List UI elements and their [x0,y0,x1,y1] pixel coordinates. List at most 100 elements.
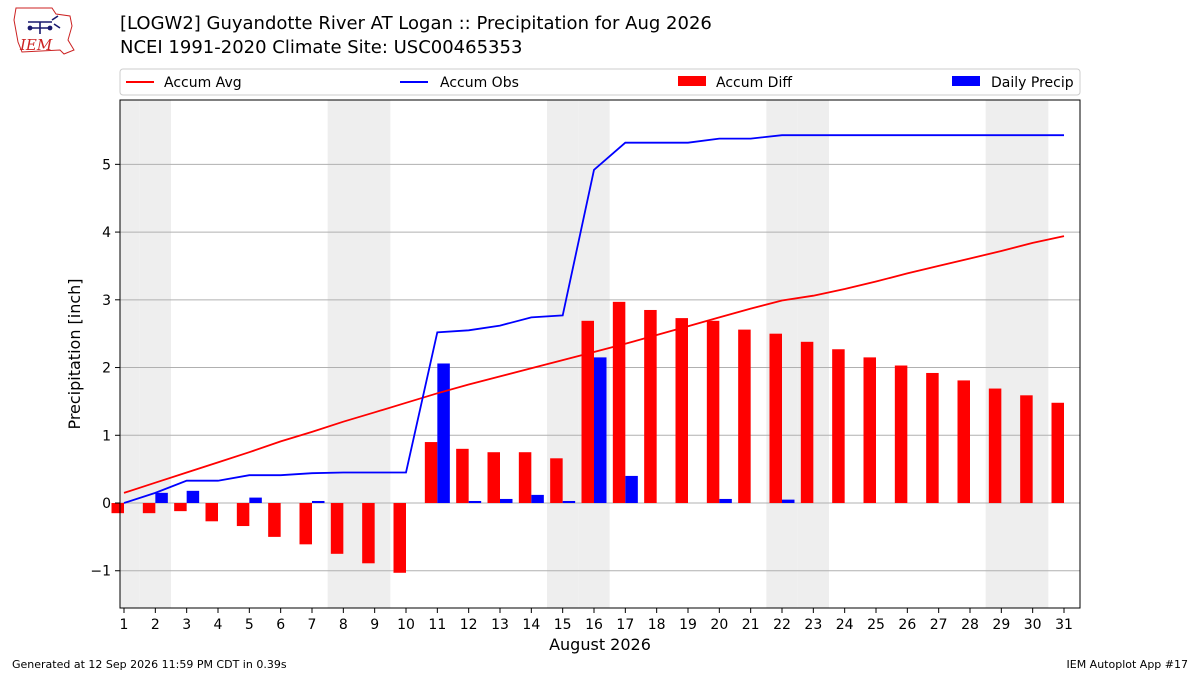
series-lines [123,134,1065,504]
logo-text: IEM [19,36,53,54]
x-tick-label: 20 [710,617,728,633]
x-tick-label: 11 [428,617,446,633]
accum-diff-bar [988,388,1002,504]
daily-precip-bar [186,490,200,504]
accum-diff-bar [1051,402,1064,504]
x-tick-label: 1 [120,617,129,633]
weekend-shade-day-15 [547,100,579,608]
accum-diff-bar [863,357,876,504]
y-tick-label: 4 [102,225,111,241]
accum-diff-bar [174,503,187,512]
daily-precip-bar [719,498,732,504]
x-tick-label: 21 [742,617,760,633]
accum-diff-bar [1020,395,1033,504]
accum-diff-bar [738,329,751,504]
accum-diff-bar [581,320,594,504]
accum-diff-bar [111,503,124,514]
x-tick-label: 19 [679,617,697,633]
x-tick-label: 22 [773,617,791,633]
legend-box [119,68,1081,96]
legend-swatch-daily-precip [952,76,980,86]
x-tick-label: 24 [836,617,854,633]
accum-avg-line [123,235,1065,494]
x-tick-label: 31 [1055,617,1073,633]
x-tick-label: 30 [1024,617,1042,633]
accum-diff-bar [393,503,406,573]
y-tick-label: 1 [102,428,111,444]
x-tick-label: 9 [370,617,379,633]
daily-precip-bar [562,500,576,504]
daily-precip-bar [500,498,513,504]
accum-diff-bar [424,442,438,504]
daily-precip-bar [312,500,325,504]
x-tick-label: 14 [522,617,540,633]
accum-diff-bar [205,503,218,522]
x-tick-label: 3 [182,617,191,633]
weekend-shade-day-2 [139,100,171,608]
legend: Accum Avg Accum Obs Accum Diff Daily Precip [119,68,1081,96]
accum-diff-bar [800,341,814,504]
weather-station-icon [28,15,61,34]
accum-diff-bar [612,301,626,504]
x-tick-label: 23 [804,617,822,633]
weekend-shade-day-29 [985,100,1017,608]
accum-diff-bar [487,452,500,504]
footer-app-label: IEM Autoplot App #17 [1066,658,1189,671]
iem-logo: IEM [13,7,75,55]
x-tick-label: 7 [308,617,317,633]
daily-precip-bar [625,475,638,504]
legend-label-accum-avg: Accum Avg [164,75,242,91]
x-tick-label: 10 [397,617,415,633]
y-axis-label: Precipitation [inch] [65,278,84,429]
daily-precip-bar [155,492,168,504]
legend-label-accum-obs: Accum Obs [440,75,519,91]
daily-precip-bar [468,500,482,504]
accum-diff-bar [518,452,532,504]
y-tick-label: −1 [90,564,111,580]
weekend-shade-day-1 [120,100,140,608]
accum-diff-bar [299,503,312,545]
accum-diff-bar [456,448,469,504]
x-tick-label: 26 [898,617,916,633]
x-tick-label: 25 [867,617,885,633]
y-tick-label: 5 [102,157,111,173]
y-tick-label: 2 [102,361,111,377]
daily-precip-bar [594,357,607,504]
legend-label-daily-precip: Daily Precip [991,75,1074,91]
x-tick-label: 4 [214,617,223,633]
x-tick-label: 2 [151,617,160,633]
legend-swatch-accum-diff [678,76,706,86]
chart-subtitle: NCEI 1991-2020 Climate Site: USC00465353 [120,37,523,58]
accum-diff-bar [330,503,344,554]
accum-obs-line [123,134,1064,504]
daily-precip-bar [249,497,262,504]
daily-precip-bar [782,499,795,504]
x-tick-label: 27 [930,617,948,633]
accum-diff-bar [550,458,563,504]
accum-diff-bar [894,365,908,504]
accum-diff-bar [142,503,156,514]
x-tick-label: 28 [961,617,979,633]
y-tick-label: 0 [102,496,111,512]
chart-title: [LOGW2] Guyandotte River AT Logan :: Pre… [120,13,712,34]
x-axis-label: August 2026 [549,635,651,654]
x-tick-label: 5 [245,617,254,633]
daily-precip-bar [531,494,544,504]
x-tick-label: 18 [648,617,666,633]
accum-diff-bar [769,333,782,504]
footer-generated-text: Generated at 12 Sep 2026 11:59 PM CDT in… [12,658,287,671]
plot-frame [119,99,1081,609]
x-tick-label: 17 [616,617,634,633]
bars [111,301,1064,573]
x-tick-label: 16 [585,617,603,633]
daily-precip-bar [437,363,450,504]
y-tick-label: 3 [102,293,111,309]
accum-diff-bar [675,318,688,504]
accum-diff-bar [926,372,939,504]
legend-label-accum-diff: Accum Diff [716,75,792,91]
accum-diff-bar [957,380,970,504]
accum-diff-bar [268,503,281,537]
accum-diff-bar [236,503,250,527]
